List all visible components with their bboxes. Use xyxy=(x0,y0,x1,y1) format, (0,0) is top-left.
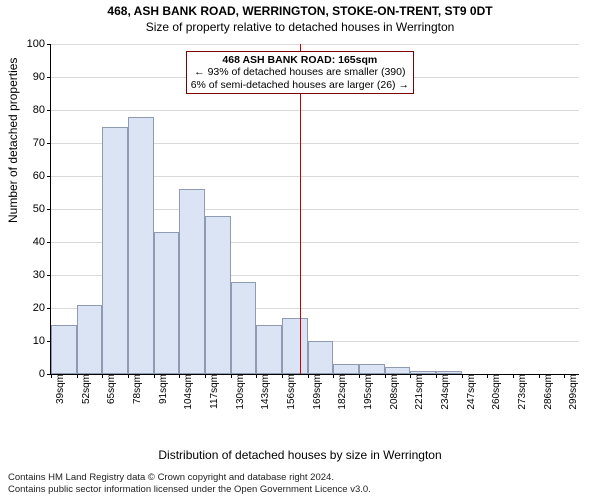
x-tick-mark xyxy=(385,374,386,378)
x-tick-mark xyxy=(102,374,103,378)
y-tick-label: 80 xyxy=(33,104,51,116)
histogram-bar xyxy=(128,117,154,374)
histogram-bar xyxy=(333,364,359,374)
x-tick-mark xyxy=(462,374,463,378)
y-tick-label: 90 xyxy=(33,71,51,83)
x-tick-label: 195sqm xyxy=(363,374,374,410)
x-axis-label: Distribution of detached houses by size … xyxy=(0,448,600,462)
x-tick-label: 117sqm xyxy=(209,374,220,409)
histogram-bar xyxy=(359,364,385,374)
attribution-footer: Contains HM Land Registry data © Crown c… xyxy=(8,472,371,496)
x-tick-label: 91sqm xyxy=(158,374,169,404)
x-tick-label: 169sqm xyxy=(312,374,323,410)
x-tick-mark xyxy=(487,374,488,378)
x-tick-label: 52sqm xyxy=(81,374,92,404)
x-tick-mark xyxy=(333,374,334,378)
histogram-bar xyxy=(154,232,180,374)
x-tick-mark xyxy=(231,374,232,378)
x-tick-mark xyxy=(179,374,180,378)
x-tick-mark xyxy=(359,374,360,378)
histogram-bar xyxy=(102,127,128,375)
y-axis-label: Number of detached properties xyxy=(6,58,20,223)
histogram-bar xyxy=(205,216,231,374)
x-tick-mark xyxy=(256,374,257,378)
histogram-bar xyxy=(77,305,103,374)
x-tick-label: 78sqm xyxy=(132,374,143,404)
x-tick-label: 286sqm xyxy=(543,374,554,410)
annotation-line-2: ← 93% of detached houses are smaller (39… xyxy=(191,66,409,79)
x-tick-label: 130sqm xyxy=(235,374,246,410)
x-tick-label: 156sqm xyxy=(286,374,297,410)
histogram-bar xyxy=(308,341,334,374)
y-tick-label: 0 xyxy=(39,368,51,380)
x-tick-label: 221sqm xyxy=(414,374,425,410)
y-tick-label: 70 xyxy=(33,137,51,149)
y-tick-label: 50 xyxy=(33,203,51,215)
x-tick-mark xyxy=(205,374,206,378)
x-tick-label: 234sqm xyxy=(440,374,451,410)
y-tick-label: 100 xyxy=(27,38,51,50)
y-tick-label: 10 xyxy=(33,335,51,347)
chart-root: 468, ASH BANK ROAD, WERRINGTON, STOKE-ON… xyxy=(0,0,600,500)
annotation-line-1: 468 ASH BANK ROAD: 165sqm xyxy=(191,54,409,67)
titles: 468, ASH BANK ROAD, WERRINGTON, STOKE-ON… xyxy=(0,4,600,34)
footer-line-1: Contains HM Land Registry data © Crown c… xyxy=(8,472,371,484)
gridline-h xyxy=(51,44,579,45)
x-tick-label: 299sqm xyxy=(568,374,579,410)
annotation-line-3: 6% of semi-detached houses are larger (2… xyxy=(191,79,409,92)
plot-area: 010203040506070809010039sqm52sqm65sqm78s… xyxy=(50,44,579,375)
x-tick-label: 143sqm xyxy=(260,374,271,410)
x-tick-mark xyxy=(564,374,565,378)
x-tick-label: 39sqm xyxy=(55,374,66,404)
x-tick-mark xyxy=(436,374,437,378)
y-tick-label: 40 xyxy=(33,236,51,248)
histogram-bar xyxy=(282,318,308,374)
histogram-bar xyxy=(436,371,462,374)
x-tick-mark xyxy=(282,374,283,378)
x-tick-mark xyxy=(77,374,78,378)
histogram-bar xyxy=(231,282,257,374)
histogram-bar xyxy=(51,325,77,375)
histogram-bar xyxy=(385,367,411,374)
y-tick-label: 30 xyxy=(33,269,51,281)
x-tick-label: 208sqm xyxy=(389,374,400,410)
x-tick-label: 104sqm xyxy=(183,374,194,410)
gridline-h xyxy=(51,110,579,111)
x-tick-label: 247sqm xyxy=(466,374,477,410)
x-tick-mark xyxy=(410,374,411,378)
x-tick-label: 65sqm xyxy=(106,374,117,404)
x-tick-label: 273sqm xyxy=(517,374,528,410)
y-tick-label: 20 xyxy=(33,302,51,314)
title-sub: Size of property relative to detached ho… xyxy=(0,20,600,34)
x-tick-label: 260sqm xyxy=(491,374,502,410)
x-tick-mark xyxy=(513,374,514,378)
x-tick-label: 182sqm xyxy=(337,374,348,410)
y-tick-label: 60 xyxy=(33,170,51,182)
annotation-box: 468 ASH BANK ROAD: 165sqm← 93% of detach… xyxy=(186,51,414,95)
x-tick-mark xyxy=(154,374,155,378)
histogram-bar xyxy=(410,371,436,374)
histogram-bar xyxy=(256,325,282,375)
title-main: 468, ASH BANK ROAD, WERRINGTON, STOKE-ON… xyxy=(0,4,600,18)
x-tick-mark xyxy=(308,374,309,378)
x-tick-mark xyxy=(539,374,540,378)
x-tick-mark xyxy=(51,374,52,378)
histogram-bar xyxy=(179,189,205,374)
x-tick-mark xyxy=(128,374,129,378)
footer-line-2: Contains public sector information licen… xyxy=(8,484,371,496)
